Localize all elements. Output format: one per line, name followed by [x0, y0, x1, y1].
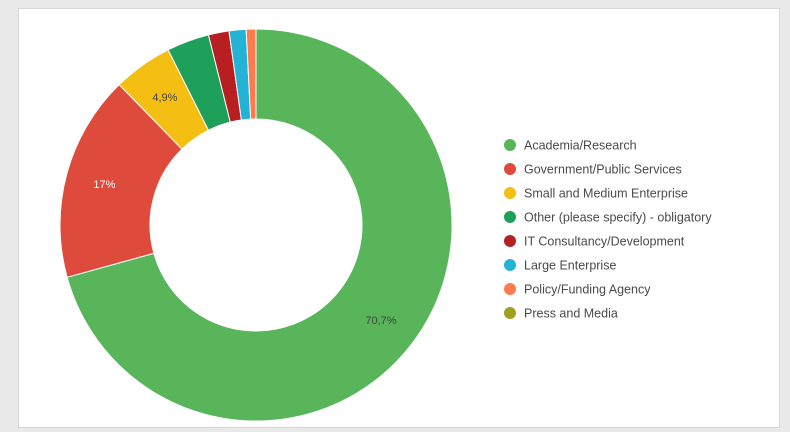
slice-label-government-public-services: 17% [93, 179, 115, 191]
legend-item-academia-research[interactable]: Academia/Research [504, 139, 637, 153]
legend-swatch [504, 163, 516, 175]
legend-item-policy-funding-agency[interactable]: Policy/Funding Agency [504, 283, 651, 297]
slice-label-academia-research: 70,7% [365, 315, 396, 327]
legend-swatch [504, 211, 516, 223]
legend-swatch [504, 283, 516, 295]
legend-item-large-enterprise[interactable]: Large Enterprise [504, 259, 616, 273]
legend-item-press-and-media[interactable]: Press and Media [504, 307, 618, 321]
legend-swatch [504, 139, 516, 151]
legend-swatch [504, 187, 516, 199]
legend: Academia/Research Government/Public Servi… [504, 139, 712, 321]
legend-swatch [504, 235, 516, 247]
legend-label: Press and Media [524, 307, 618, 321]
legend-label: Small and Medium Enterprise [524, 187, 688, 201]
legend-label: Government/Public Services [524, 163, 682, 177]
legend-item-other-please-specify-obligatory[interactable]: Other (please specify) - obligatory [504, 211, 712, 225]
donut-slices [59, 28, 453, 422]
legend-label: Policy/Funding Agency [524, 283, 651, 297]
legend-label: Other (please specify) - obligatory [524, 211, 712, 225]
legend-swatch [504, 307, 516, 319]
legend-label: Large Enterprise [524, 259, 616, 273]
slice-labels: 70,7% 17% 4,9% [93, 92, 396, 327]
legend-label: IT Consultancy/Development [524, 235, 685, 249]
legend-item-it-consultancy-development[interactable]: IT Consultancy/Development [504, 235, 685, 249]
legend-swatch [504, 259, 516, 271]
legend-item-government-public-services[interactable]: Government/Public Services [504, 163, 682, 177]
slice-label-small-and-medium-enterprise: 4,9% [152, 92, 177, 104]
slice-academia-research[interactable] [66, 28, 453, 422]
slice-policy-funding-agency[interactable] [245, 28, 257, 120]
legend-item-small-and-medium-enterprise[interactable]: Small and Medium Enterprise [504, 187, 688, 201]
legend-label: Academia/Research [524, 139, 637, 153]
